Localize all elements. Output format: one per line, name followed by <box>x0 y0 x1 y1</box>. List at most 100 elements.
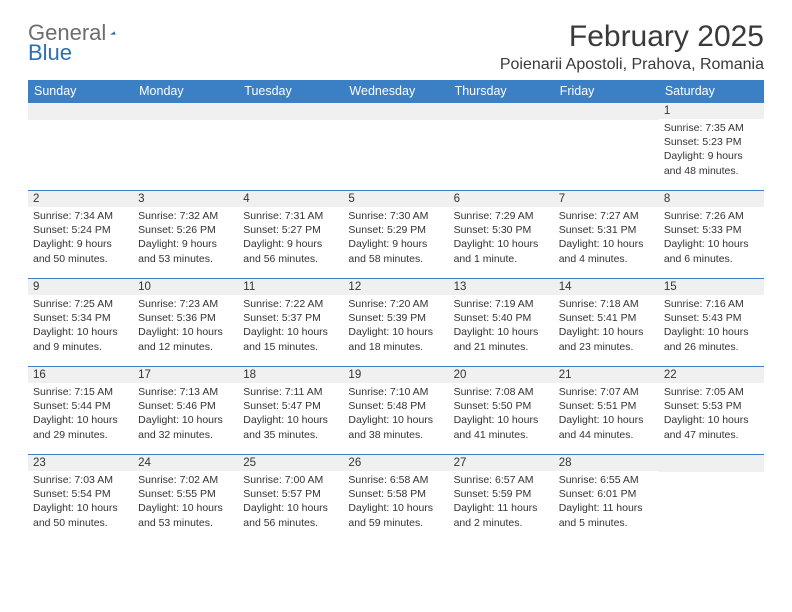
day-number-empty <box>28 103 133 120</box>
calendar-cell: 8Sunrise: 7:26 AMSunset: 5:33 PMDaylight… <box>659 191 764 279</box>
calendar-cell: 11Sunrise: 7:22 AMSunset: 5:37 PMDayligh… <box>238 279 343 367</box>
day-number: 8 <box>659 191 764 207</box>
day-content: Sunrise: 7:00 AMSunset: 5:57 PMDaylight:… <box>238 471 343 534</box>
calendar-cell <box>449 103 554 191</box>
calendar-cell <box>28 103 133 191</box>
day-content: Sunrise: 7:15 AMSunset: 5:44 PMDaylight:… <box>28 383 133 446</box>
logo-triangle-icon <box>110 23 116 43</box>
calendar-cell <box>659 455 764 543</box>
calendar-cell: 15Sunrise: 7:16 AMSunset: 5:43 PMDayligh… <box>659 279 764 367</box>
day-number: 6 <box>449 191 554 207</box>
calendar-cell: 1Sunrise: 7:35 AMSunset: 5:23 PMDaylight… <box>659 103 764 191</box>
calendar-cell: 19Sunrise: 7:10 AMSunset: 5:48 PMDayligh… <box>343 367 448 455</box>
calendar-cell <box>238 103 343 191</box>
day-content: Sunrise: 7:26 AMSunset: 5:33 PMDaylight:… <box>659 207 764 270</box>
calendar-cell: 12Sunrise: 7:20 AMSunset: 5:39 PMDayligh… <box>343 279 448 367</box>
day-content: Sunrise: 7:35 AMSunset: 5:23 PMDaylight:… <box>659 119 764 182</box>
calendar-cell: 16Sunrise: 7:15 AMSunset: 5:44 PMDayligh… <box>28 367 133 455</box>
day-number: 19 <box>343 367 448 383</box>
day-content: Sunrise: 6:58 AMSunset: 5:58 PMDaylight:… <box>343 471 448 534</box>
calendar-cell: 13Sunrise: 7:19 AMSunset: 5:40 PMDayligh… <box>449 279 554 367</box>
day-number: 18 <box>238 367 343 383</box>
month-title: February 2025 <box>500 20 764 54</box>
day-number: 3 <box>133 191 238 207</box>
brand-part2: Blue <box>28 40 72 66</box>
day-content: Sunrise: 7:34 AMSunset: 5:24 PMDaylight:… <box>28 207 133 270</box>
calendar-cell <box>554 103 659 191</box>
day-content: Sunrise: 7:23 AMSunset: 5:36 PMDaylight:… <box>133 295 238 358</box>
calendar-week-row: 9Sunrise: 7:25 AMSunset: 5:34 PMDaylight… <box>28 279 764 367</box>
day-number: 16 <box>28 367 133 383</box>
day-content: Sunrise: 7:32 AMSunset: 5:26 PMDaylight:… <box>133 207 238 270</box>
day-number: 22 <box>659 367 764 383</box>
day-content: Sunrise: 7:22 AMSunset: 5:37 PMDaylight:… <box>238 295 343 358</box>
day-number: 23 <box>28 455 133 471</box>
weekday-header: Thursday <box>449 80 554 103</box>
day-number: 4 <box>238 191 343 207</box>
calendar-cell: 22Sunrise: 7:05 AMSunset: 5:53 PMDayligh… <box>659 367 764 455</box>
day-content: Sunrise: 7:31 AMSunset: 5:27 PMDaylight:… <box>238 207 343 270</box>
calendar-week-row: 1Sunrise: 7:35 AMSunset: 5:23 PMDaylight… <box>28 103 764 191</box>
header: General February 2025 Poienarii Apostoli… <box>28 20 764 74</box>
day-number: 27 <box>449 455 554 471</box>
day-content: Sunrise: 7:11 AMSunset: 5:47 PMDaylight:… <box>238 383 343 446</box>
calendar-cell: 25Sunrise: 7:00 AMSunset: 5:57 PMDayligh… <box>238 455 343 543</box>
calendar-cell: 7Sunrise: 7:27 AMSunset: 5:31 PMDaylight… <box>554 191 659 279</box>
calendar-cell: 5Sunrise: 7:30 AMSunset: 5:29 PMDaylight… <box>343 191 448 279</box>
day-number: 25 <box>238 455 343 471</box>
day-number-empty <box>343 103 448 120</box>
brand-logo-blue-row: Blue <box>28 40 72 66</box>
calendar-cell: 24Sunrise: 7:02 AMSunset: 5:55 PMDayligh… <box>133 455 238 543</box>
day-number: 1 <box>659 103 764 119</box>
day-number-empty <box>238 103 343 120</box>
calendar-cell <box>343 103 448 191</box>
day-content: Sunrise: 7:05 AMSunset: 5:53 PMDaylight:… <box>659 383 764 446</box>
day-content: Sunrise: 7:29 AMSunset: 5:30 PMDaylight:… <box>449 207 554 270</box>
day-number: 21 <box>554 367 659 383</box>
day-content: Sunrise: 7:19 AMSunset: 5:40 PMDaylight:… <box>449 295 554 358</box>
day-content: Sunrise: 7:02 AMSunset: 5:55 PMDaylight:… <box>133 471 238 534</box>
calendar-cell: 17Sunrise: 7:13 AMSunset: 5:46 PMDayligh… <box>133 367 238 455</box>
calendar-cell: 18Sunrise: 7:11 AMSunset: 5:47 PMDayligh… <box>238 367 343 455</box>
title-block: February 2025 Poienarii Apostoli, Prahov… <box>500 20 764 74</box>
day-content: Sunrise: 7:25 AMSunset: 5:34 PMDaylight:… <box>28 295 133 358</box>
day-content: Sunrise: 7:07 AMSunset: 5:51 PMDaylight:… <box>554 383 659 446</box>
day-number: 24 <box>133 455 238 471</box>
day-content: Sunrise: 7:10 AMSunset: 5:48 PMDaylight:… <box>343 383 448 446</box>
calendar-cell: 14Sunrise: 7:18 AMSunset: 5:41 PMDayligh… <box>554 279 659 367</box>
calendar-table: Sunday Monday Tuesday Wednesday Thursday… <box>28 80 764 543</box>
calendar-cell: 26Sunrise: 6:58 AMSunset: 5:58 PMDayligh… <box>343 455 448 543</box>
day-number: 26 <box>343 455 448 471</box>
day-number: 13 <box>449 279 554 295</box>
day-content: Sunrise: 7:13 AMSunset: 5:46 PMDaylight:… <box>133 383 238 446</box>
weekday-header: Wednesday <box>343 80 448 103</box>
calendar-cell: 3Sunrise: 7:32 AMSunset: 5:26 PMDaylight… <box>133 191 238 279</box>
calendar-cell: 28Sunrise: 6:55 AMSunset: 6:01 PMDayligh… <box>554 455 659 543</box>
calendar-cell: 23Sunrise: 7:03 AMSunset: 5:54 PMDayligh… <box>28 455 133 543</box>
calendar-cell: 10Sunrise: 7:23 AMSunset: 5:36 PMDayligh… <box>133 279 238 367</box>
day-number: 7 <box>554 191 659 207</box>
calendar-cell: 27Sunrise: 6:57 AMSunset: 5:59 PMDayligh… <box>449 455 554 543</box>
weekday-header: Monday <box>133 80 238 103</box>
weekday-header: Sunday <box>28 80 133 103</box>
calendar-cell: 21Sunrise: 7:07 AMSunset: 5:51 PMDayligh… <box>554 367 659 455</box>
day-number: 9 <box>28 279 133 295</box>
calendar-cell: 20Sunrise: 7:08 AMSunset: 5:50 PMDayligh… <box>449 367 554 455</box>
day-content: Sunrise: 7:20 AMSunset: 5:39 PMDaylight:… <box>343 295 448 358</box>
calendar-cell <box>133 103 238 191</box>
day-content: Sunrise: 6:57 AMSunset: 5:59 PMDaylight:… <box>449 471 554 534</box>
day-number: 28 <box>554 455 659 471</box>
calendar-cell: 6Sunrise: 7:29 AMSunset: 5:30 PMDaylight… <box>449 191 554 279</box>
weekday-header: Saturday <box>659 80 764 103</box>
day-content: Sunrise: 7:30 AMSunset: 5:29 PMDaylight:… <box>343 207 448 270</box>
weekday-header-row: Sunday Monday Tuesday Wednesday Thursday… <box>28 80 764 103</box>
day-number: 11 <box>238 279 343 295</box>
day-content: Sunrise: 7:08 AMSunset: 5:50 PMDaylight:… <box>449 383 554 446</box>
day-number: 12 <box>343 279 448 295</box>
day-content: Sunrise: 7:03 AMSunset: 5:54 PMDaylight:… <box>28 471 133 534</box>
day-number: 17 <box>133 367 238 383</box>
day-number-empty <box>449 103 554 120</box>
day-number: 15 <box>659 279 764 295</box>
calendar-week-row: 2Sunrise: 7:34 AMSunset: 5:24 PMDaylight… <box>28 191 764 279</box>
calendar-cell: 9Sunrise: 7:25 AMSunset: 5:34 PMDaylight… <box>28 279 133 367</box>
